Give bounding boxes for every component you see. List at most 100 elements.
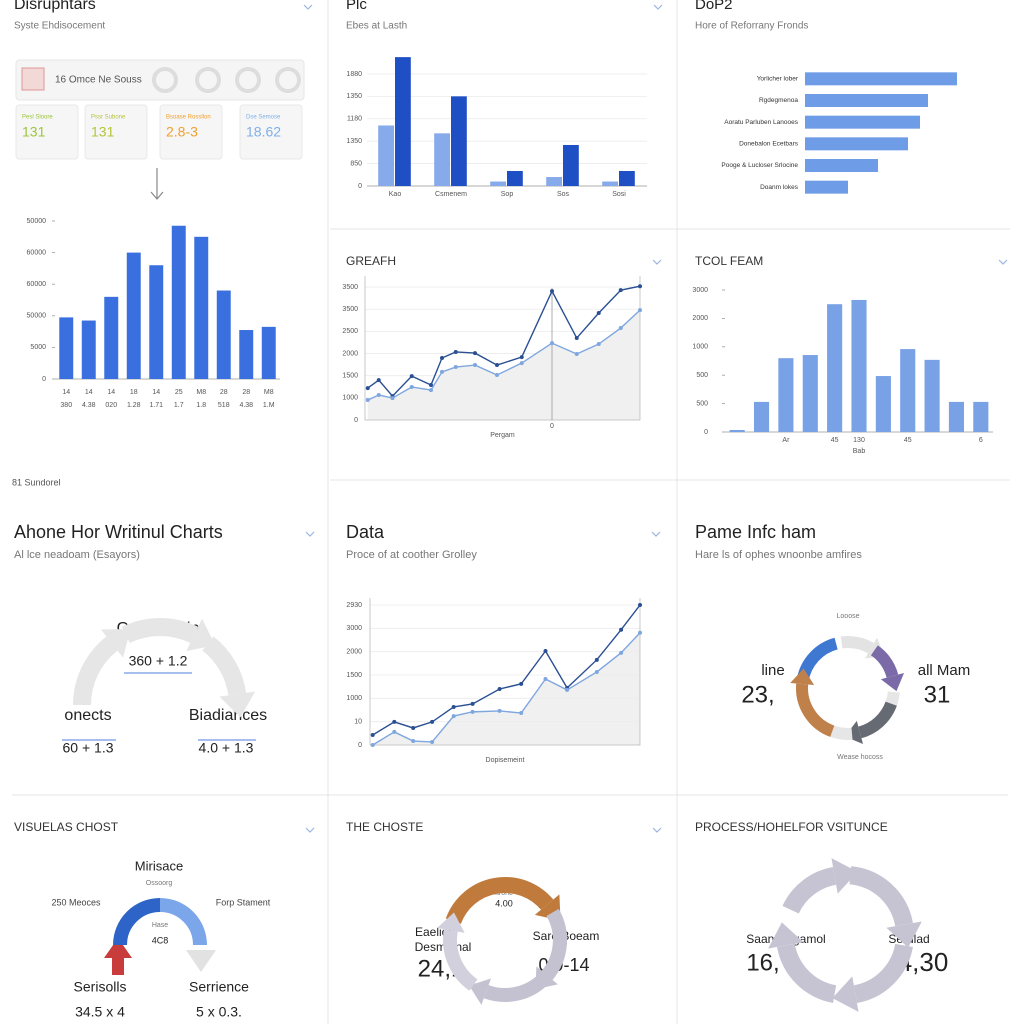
summary-card <box>15 59 305 101</box>
x-tick-label: 18 <box>130 389 138 396</box>
point <box>619 627 624 632</box>
cycle-arrowhead <box>790 668 815 686</box>
x-tick-label: Csmenem <box>435 191 467 198</box>
bar <box>507 170 523 186</box>
bar <box>104 296 119 379</box>
chart-subtitle: Hore of Reforrany Fronds <box>695 21 808 32</box>
node-note: Wease hocoss <box>837 754 883 761</box>
point <box>376 378 381 383</box>
cycle-arc <box>445 877 554 925</box>
x-tick-label: M8 <box>196 389 206 396</box>
point <box>594 657 599 662</box>
node-value: 23, <box>741 681 774 708</box>
card-icon <box>152 67 178 93</box>
bar <box>619 170 635 186</box>
point <box>497 708 502 713</box>
point <box>470 709 475 714</box>
y-tick-label: 2000 <box>342 350 358 357</box>
bar <box>563 144 579 186</box>
point <box>429 388 433 393</box>
category-label: Yorlicher lober <box>757 76 799 83</box>
stat-value: 18.62 <box>246 124 281 140</box>
cycle-arc <box>782 867 837 914</box>
bar <box>805 115 920 129</box>
bar <box>194 236 209 379</box>
x-tick-label: 45 <box>831 437 839 444</box>
y-tick-label: 2500 <box>342 328 358 335</box>
chart-subtitle: Ebes at Lasth <box>346 21 407 32</box>
point <box>596 310 601 315</box>
node-note: Forp Stament <box>216 897 271 907</box>
y-tick-label: 60000 <box>27 281 47 288</box>
x-axis-label: Dopisemeint <box>486 757 525 764</box>
point <box>495 373 499 378</box>
node-label: onects <box>64 707 111 724</box>
x-tick-label: 6 <box>979 437 983 444</box>
x-tick-label: Kao <box>389 191 402 198</box>
y-tick-label: 2930 <box>346 602 362 609</box>
y-tick-label: 50000 <box>27 313 47 320</box>
bar <box>602 181 618 186</box>
cycle-arc <box>870 645 899 678</box>
cycle-arrowhead <box>831 858 858 894</box>
point <box>451 704 456 709</box>
bar <box>805 159 878 172</box>
point <box>430 719 435 724</box>
card-icon <box>21 67 45 91</box>
node-value: 16, <box>746 949 779 976</box>
stat-card <box>239 104 303 160</box>
point <box>543 648 548 653</box>
point <box>451 714 456 719</box>
point <box>453 349 458 354</box>
center-label: Itrone <box>495 890 513 897</box>
bar <box>805 180 848 194</box>
bar <box>239 330 254 379</box>
diagram-subtitle: Hare ls of ophes wnoonbe amfires <box>695 549 862 561</box>
arrow-icon <box>104 938 132 975</box>
point <box>473 351 477 356</box>
x-tick-sublabel: 1.M <box>263 402 275 409</box>
chart-title: Plc <box>346 0 367 13</box>
x-tick-sublabel: 1.7 <box>174 402 184 409</box>
bar <box>778 358 794 432</box>
stat-value: 2.8-3 <box>166 124 198 140</box>
x-tick-sublabel: 1.28 <box>127 402 141 409</box>
bar <box>261 326 276 379</box>
y-tick-label: 0 <box>358 183 362 190</box>
bar <box>924 359 940 432</box>
diagram-title: Pame Infc ham <box>695 522 816 542</box>
bar <box>171 225 186 379</box>
x-tick-sublabel: 1.71 <box>149 402 163 409</box>
x-tick-label: 14 <box>107 389 115 396</box>
node-value: 5 x 0.3. <box>196 1004 242 1020</box>
arrow-icon <box>186 950 216 972</box>
bar <box>434 133 450 186</box>
marker-label: 0 <box>550 423 554 430</box>
category-label: Pooge & Lucloser Srlocine <box>721 162 798 169</box>
point <box>495 363 499 368</box>
node-note: 250 Meoces <box>51 897 101 907</box>
point <box>519 355 524 360</box>
bar <box>729 430 745 432</box>
y-tick-label: 1500 <box>342 373 358 380</box>
y-tick-label: 1180 <box>347 116 362 123</box>
y-tick-label: 500 <box>696 372 708 379</box>
bar <box>378 125 394 186</box>
bar <box>395 57 411 186</box>
point <box>596 342 601 347</box>
cycle-arrowhead <box>186 618 216 652</box>
cycle-arc <box>796 683 835 737</box>
stat-value: 131 <box>91 124 115 140</box>
bar <box>59 317 74 379</box>
category-label: Donebalon Ecetbars <box>739 141 799 148</box>
bar <box>753 401 770 432</box>
x-axis-label: Pergam <box>490 432 515 439</box>
summary-card-text: 16 Omce Ne Souss <box>55 75 142 86</box>
stat-label: Bsoase Rossllon <box>166 115 211 121</box>
stat-card <box>159 104 223 160</box>
footnote: 81 Sundorel <box>12 477 61 487</box>
node-note: Looose <box>837 613 860 620</box>
point <box>409 384 414 389</box>
y-tick-label: 2000 <box>692 315 708 322</box>
point <box>543 676 548 681</box>
